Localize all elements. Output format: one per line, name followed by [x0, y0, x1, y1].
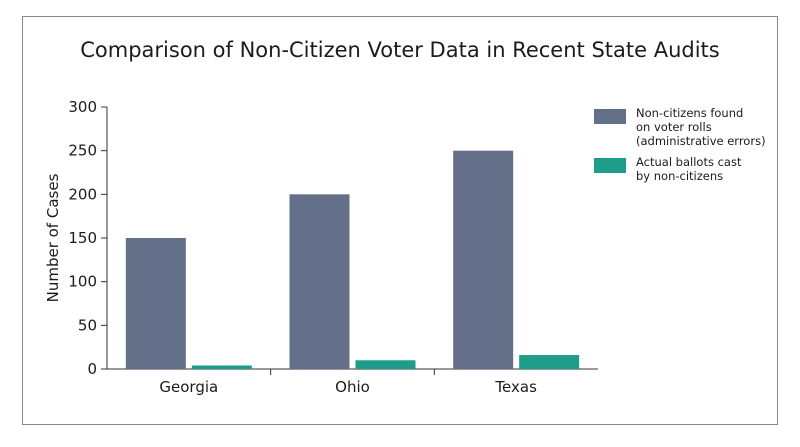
y-tick-label: 100 [68, 273, 97, 291]
legend-label-ballots: Actual ballots cast by non-citizens [636, 155, 774, 183]
legend-item-rolls: Non-citizens found on voter rolls (admin… [594, 106, 774, 148]
legend-label-rolls: Non-citizens found on voter rolls (admin… [636, 106, 774, 148]
y-tick-label: 250 [68, 142, 97, 160]
y-tick-label: 150 [68, 229, 97, 247]
y-tick-label: 50 [78, 316, 97, 334]
x-tick-label: Georgia [159, 378, 218, 396]
legend-swatch-ballots [594, 158, 626, 173]
bar-texas-series-1 [453, 150, 514, 369]
y-tick-label: 0 [87, 360, 97, 378]
legend-line: by non-citizens [636, 169, 724, 183]
y-tick-label: 200 [68, 185, 97, 203]
y-axis-label: Number of Cases [44, 173, 62, 302]
legend: Non-citizens found on voter rolls (admin… [594, 106, 774, 190]
chart-title: Comparison of Non-Citizen Voter Data in … [80, 38, 720, 62]
bar-georgia-series-1 [125, 238, 186, 369]
x-tick-label: Texas [494, 378, 537, 396]
legend-swatch-rolls [594, 109, 626, 124]
legend-item-ballots: Actual ballots cast by non-citizens [594, 155, 774, 183]
legend-line: Actual ballots cast [636, 155, 742, 169]
legend-line: Non-citizens found [636, 106, 744, 120]
y-tick-label: 300 [68, 98, 97, 116]
bars [125, 150, 580, 369]
legend-line: on voter rolls [636, 120, 712, 134]
legend-line: (administrative errors) [636, 134, 766, 148]
axes: 0 50 100 150 200 250 300 Georgia Ohio Texas [68, 98, 598, 396]
bar-texas-series-2 [519, 355, 580, 369]
x-tick-label: Ohio [335, 378, 370, 396]
bar-georgia-series-2 [191, 365, 252, 369]
bar-ohio-series-2 [355, 360, 416, 369]
bar-ohio-series-1 [289, 194, 350, 369]
